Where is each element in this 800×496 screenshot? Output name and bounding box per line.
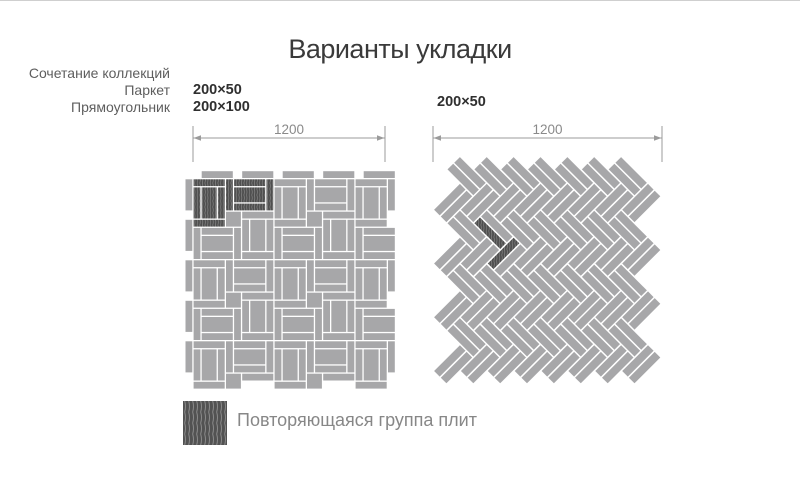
right-dimension-line: 1200 — [432, 122, 663, 162]
herringbone-pattern — [434, 157, 661, 384]
repeat-group-legend-label: Повторяющаяся группа плит — [237, 410, 477, 430]
right-dimension-label: 1200 — [532, 122, 562, 137]
collection-label-parquet: Паркет — [124, 82, 170, 98]
page-title: Варианты укладки — [288, 34, 512, 64]
repeat-group-swatch — [183, 401, 227, 445]
collection-labels: Сочетание коллекций Паркет Прямоугольник — [28, 65, 170, 116]
basketweave-pattern — [185, 171, 395, 389]
right-tile-size: 200×50 — [437, 94, 486, 110]
tile-size-200x50: 200×50 — [193, 82, 242, 98]
left-dimension-label: 1200 — [274, 122, 304, 137]
left-dimension-line: 1200 — [192, 122, 386, 162]
tile-size-200x100: 200×100 — [193, 99, 250, 115]
collection-label-rectangle: Прямоугольник — [71, 99, 170, 115]
left-tile-sizes: 200×50 200×100 — [193, 82, 250, 116]
collection-label-combination: Сочетание коллекций — [28, 65, 170, 81]
